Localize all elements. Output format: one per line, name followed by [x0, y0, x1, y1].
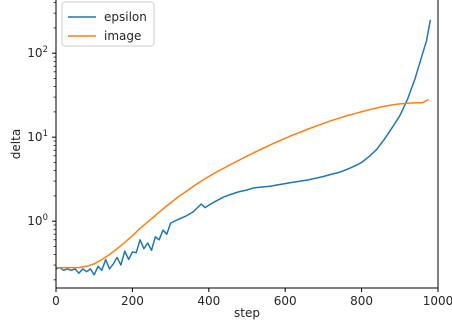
- x-tick-label: 400: [197, 294, 220, 308]
- x-tick-label: 800: [350, 294, 373, 308]
- series-line-image: [56, 98, 429, 269]
- axes: [55, 0, 439, 289]
- legend-label-image: image: [104, 29, 141, 43]
- series-layer: [55, 19, 432, 276]
- x-tick-label: 600: [274, 294, 297, 308]
- y-axis-ticks: 100 101 102: [27, 45, 56, 228]
- legend: epsilon image: [61, 1, 155, 47]
- x-tick-label: 0: [52, 294, 60, 308]
- x-axis-ticks: 0 200 400 600 800 1000: [52, 288, 452, 308]
- y-tick-label: 102: [27, 45, 48, 60]
- y-tick-label: 100: [27, 213, 48, 228]
- x-axis-label: step: [234, 306, 260, 320]
- x-tick-label: 200: [121, 294, 144, 308]
- legend-label-epsilon: epsilon: [104, 10, 147, 24]
- y-axis-label: delta: [9, 129, 23, 159]
- legend-box: [61, 1, 155, 47]
- series-line-epsilon: [55, 19, 432, 276]
- y-tick-label: 101: [27, 129, 48, 144]
- x-tick-label: 1000: [423, 294, 452, 308]
